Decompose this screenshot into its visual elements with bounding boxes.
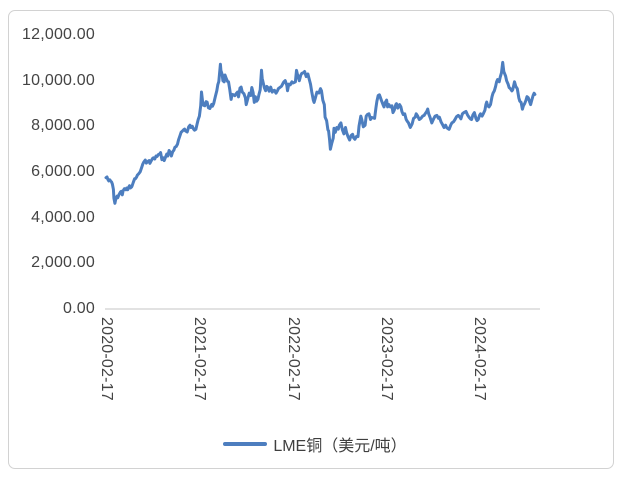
y-axis-tick-label: 2,000.00 bbox=[31, 254, 95, 272]
x-axis-tick-label: 2021-02-17 bbox=[191, 317, 209, 401]
legend-line-marker-icon bbox=[223, 441, 268, 447]
x-axis-tick-label: 2023-02-17 bbox=[377, 317, 395, 401]
y-axis-tick-label: 12,000.00 bbox=[22, 26, 95, 43]
y-axis-tick-label: 8,000.00 bbox=[31, 117, 95, 135]
price-line-series bbox=[104, 60, 537, 205]
y-axis-tick-label: 6,000.00 bbox=[31, 163, 95, 180]
y-axis-tick-label: 0.00 bbox=[63, 300, 95, 317]
x-axis-tick-label: 2020-02-17 bbox=[98, 317, 115, 401]
y-axis-tick-label: 10,000.00 bbox=[22, 71, 95, 89]
legend-label: LME铜（美元/吨） bbox=[273, 438, 407, 455]
x-axis-tick-label: 2024-02-17 bbox=[471, 317, 488, 401]
x-axis-tick-label: 2022-02-17 bbox=[284, 317, 302, 401]
legend: LME铜（美元/吨） bbox=[0, 433, 630, 455]
y-axis-tick-label: 4,000.00 bbox=[31, 208, 95, 226]
